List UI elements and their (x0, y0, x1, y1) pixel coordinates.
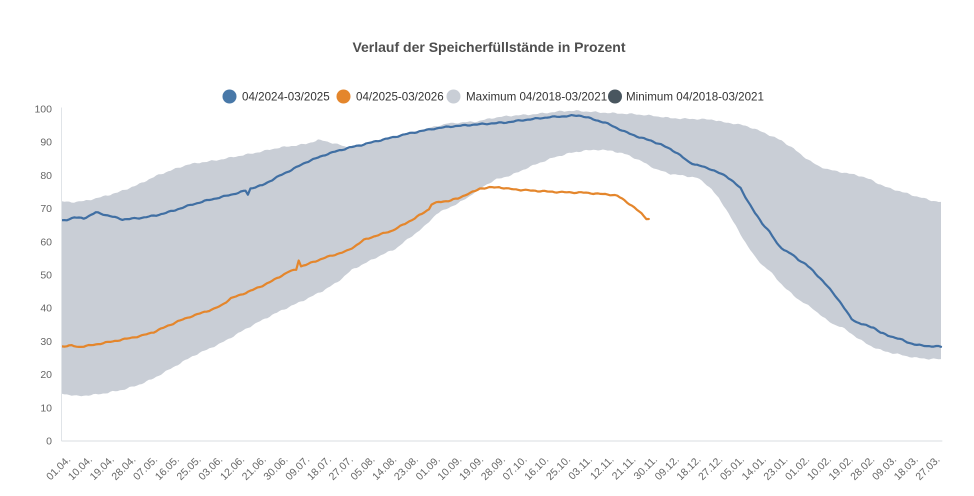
svg-text:70: 70 (40, 203, 52, 215)
svg-text:30: 30 (40, 336, 52, 348)
svg-text:Maximum 04/2018-03/2021: Maximum 04/2018-03/2021 (466, 91, 607, 104)
svg-text:Verlauf der Speicherfüllstände: Verlauf der Speicherfüllstände in Prozen… (352, 39, 625, 55)
svg-text:Minimum 04/2018-03/2021: Minimum 04/2018-03/2021 (626, 91, 764, 104)
svg-text:10: 10 (40, 402, 52, 414)
svg-text:04/2024-03/2025: 04/2024-03/2025 (242, 91, 330, 104)
svg-text:60: 60 (40, 236, 52, 248)
svg-text:100: 100 (34, 103, 52, 115)
svg-text:40: 40 (40, 303, 52, 315)
svg-text:0: 0 (46, 436, 52, 448)
svg-text:50: 50 (40, 270, 52, 282)
svg-text:20: 20 (40, 369, 52, 381)
svg-text:90: 90 (40, 137, 52, 149)
svg-text:04/2025-03/2026: 04/2025-03/2026 (356, 91, 444, 104)
svg-text:80: 80 (40, 170, 52, 182)
